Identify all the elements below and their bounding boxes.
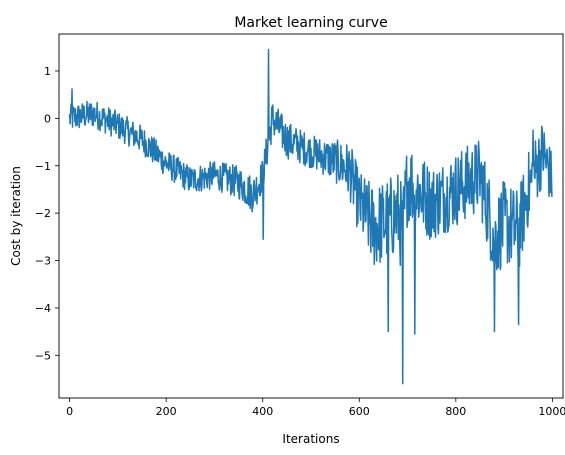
x-tick-label: 0 bbox=[66, 405, 73, 418]
y-tick-label: −1 bbox=[35, 160, 51, 173]
series-line bbox=[68, 48, 553, 385]
y-tick-label: 0 bbox=[44, 112, 51, 125]
y-tick-label: −2 bbox=[35, 207, 51, 220]
x-tick-label: 200 bbox=[156, 405, 177, 418]
x-tick-label: 600 bbox=[349, 405, 370, 418]
chart-title: Market learning curve bbox=[234, 15, 387, 31]
y-axis-label: Cost by iteration bbox=[9, 166, 23, 266]
x-tick-label: 800 bbox=[445, 405, 466, 418]
x-tick-label: 1000 bbox=[538, 405, 565, 418]
y-tick-label: −4 bbox=[35, 302, 51, 315]
plot-area bbox=[68, 48, 553, 385]
x-tick-label: 400 bbox=[252, 405, 273, 418]
y-tick-label: 1 bbox=[44, 65, 51, 78]
y-tick-label: −3 bbox=[35, 255, 51, 268]
y-axis: −5 −4 −3 −2 −1 0 1 bbox=[35, 65, 59, 362]
x-axis-label: Iterations bbox=[282, 432, 339, 446]
x-axis: 0 200 400 600 800 1000 bbox=[66, 398, 565, 418]
plot-frame bbox=[58, 33, 564, 399]
y-tick-label: −5 bbox=[35, 349, 51, 362]
